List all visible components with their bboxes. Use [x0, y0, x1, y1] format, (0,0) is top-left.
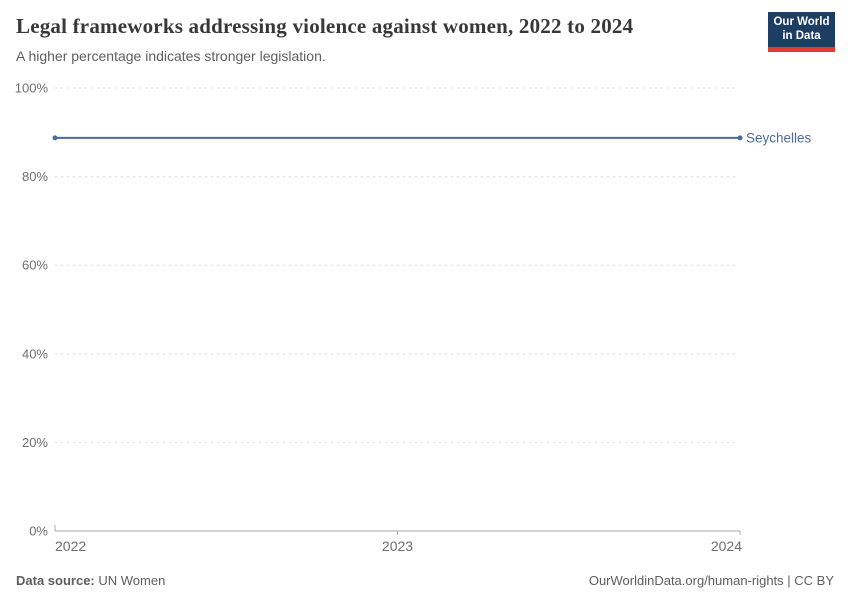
entity-label-seychelles[interactable]: Seychelles: [746, 130, 812, 145]
y-tick-label-100: 100%: [15, 81, 49, 96]
x-tick-label-2022: 2022: [55, 538, 86, 554]
chart-subtitle: A higher percentage indicates stronger l…: [16, 48, 326, 64]
chart-header: Legal frameworks addressing violence aga…: [16, 14, 750, 64]
x-tick-label-2023: 2023: [382, 538, 413, 554]
chart-footer: Data source: UN Women OurWorldinData.org…: [16, 573, 834, 588]
owid-logo-line2: in Data: [782, 29, 821, 42]
footer-license-link[interactable]: OurWorldinData.org/human-rights | CC BY: [588, 573, 834, 588]
data-point-start-seychelles[interactable]: [52, 135, 58, 141]
y-tick-label-40: 40%: [22, 346, 48, 361]
y-tick-label-20: 20%: [22, 435, 48, 450]
y-tick-label-0: 0%: [29, 524, 48, 539]
data-source-value: UN Women: [98, 573, 166, 588]
data-point-end-seychelles[interactable]: [737, 135, 743, 141]
owid-logo: Our World in Data: [768, 12, 835, 52]
y-tick-label-60: 60%: [22, 258, 48, 273]
data-source-label: Data source:: [16, 573, 95, 588]
chart-title: Legal frameworks addressing violence aga…: [16, 14, 634, 38]
y-tick-label-80: 80%: [22, 169, 48, 184]
x-tick-label-2024: 2024: [711, 538, 742, 554]
owid-logo-line1: Our World: [773, 16, 830, 29]
data-source: Data source: UN Women: [16, 573, 165, 588]
